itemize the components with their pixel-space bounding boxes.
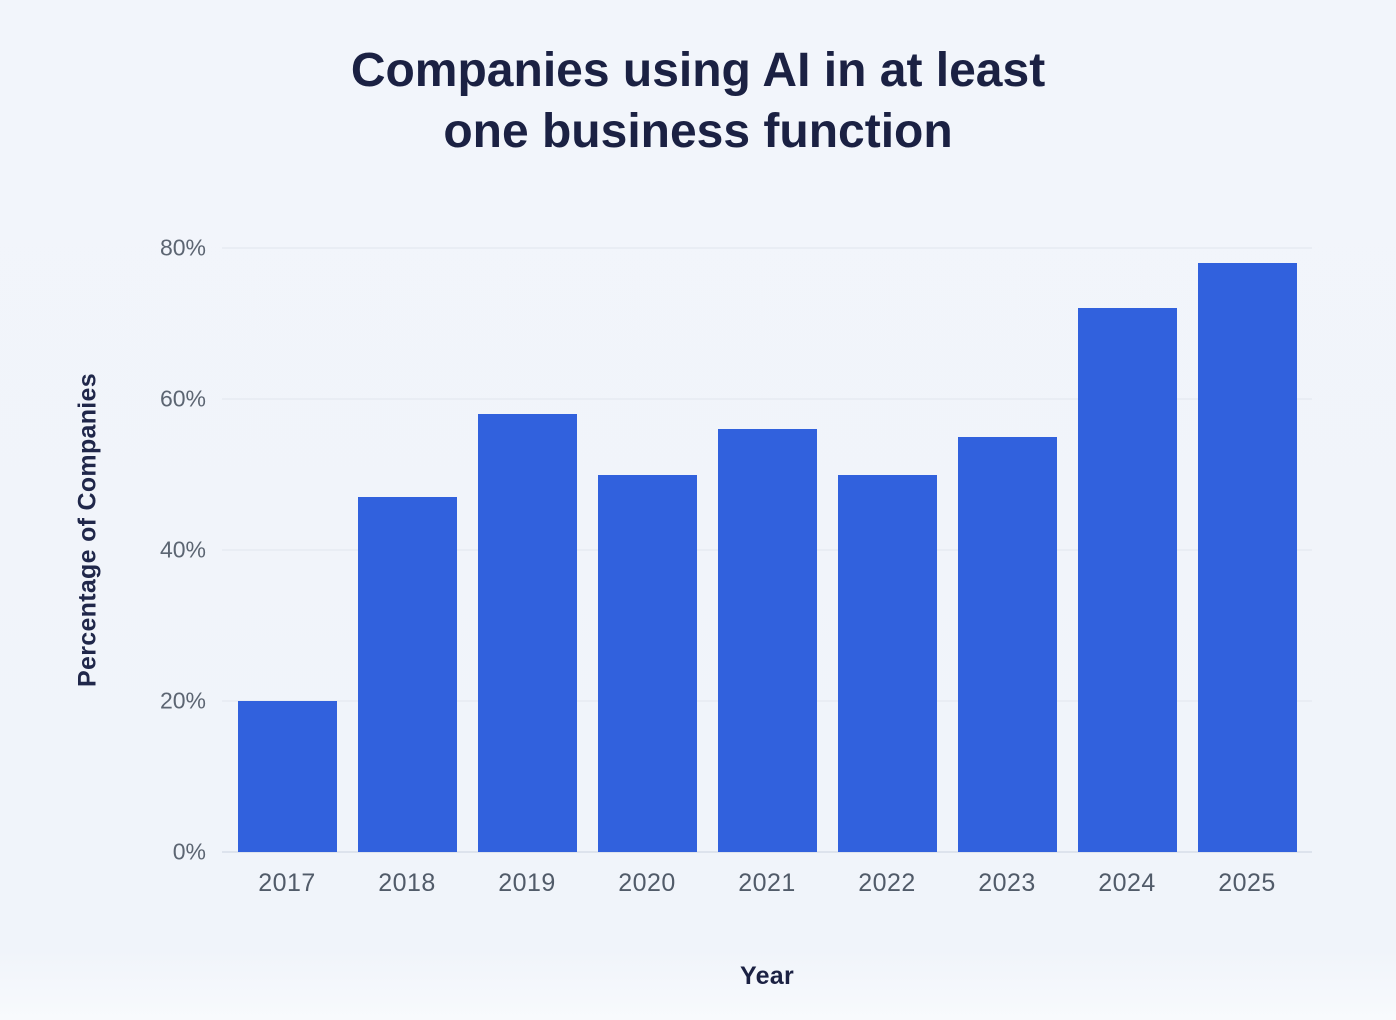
bar-column-2017: 2017 [227,212,347,897]
bar-2025 [1197,263,1297,852]
x-tick-label-2023: 2023 [978,869,1036,897]
bar-2017 [237,701,337,852]
x-tick-label-2024: 2024 [1098,869,1156,897]
chart-title: Companies using AI in at least one busin… [0,40,1396,163]
bar-2022 [837,474,937,852]
bar-column-2024: 2024 [1067,212,1187,897]
bar-column-2023: 2023 [947,212,1067,897]
bar-column-2018: 2018 [347,212,467,897]
y-tick-label-80: 80% [159,234,206,261]
x-tick-label-2017: 2017 [258,869,316,897]
bar-2021 [717,429,817,852]
bar-column-2025: 2025 [1187,212,1307,897]
y-tick-label-60: 60% [159,385,206,412]
y-tick-label-0: 0% [172,838,206,865]
bar-column-2022: 2022 [827,212,947,897]
x-tick-label-2019: 2019 [498,869,556,897]
x-tick-label-2018: 2018 [378,869,436,897]
x-tick-label-2020: 2020 [618,869,676,897]
bar-column-2020: 2020 [587,212,707,897]
gridline-0 [222,851,1312,853]
bar-2024 [1077,308,1177,852]
bar-2019 [477,414,577,852]
x-axis-title: Year [739,962,795,990]
bar-2023 [957,436,1057,852]
bar-2020 [597,474,697,852]
y-tick-label-20: 20% [159,687,206,714]
chart-title-line2: one business function [443,105,953,159]
x-tick-label-2022: 2022 [858,869,916,897]
bars-group: 2017 2018 2019 2020 2021 2022 2023 2024 2025 [222,212,1312,897]
y-tick-label-40: 40% [159,536,206,563]
plot-area: 0% 20% 40% 60% 80% 2017 2018 2019 2020 2021 2022 20… [160,212,1312,897]
bar-column-2019: 2019 [467,212,587,897]
x-tick-label-2025: 2025 [1218,869,1276,897]
gridline-80 [222,247,1312,249]
y-axis-title: Percentage of Companies [73,373,102,687]
gridline-60 [222,398,1312,400]
x-tick-label-2021: 2021 [738,869,796,897]
bar-2018 [357,497,457,852]
chart-title-line1: Companies using AI in at least [350,44,1046,97]
bar-column-2021: 2021 [707,212,827,897]
